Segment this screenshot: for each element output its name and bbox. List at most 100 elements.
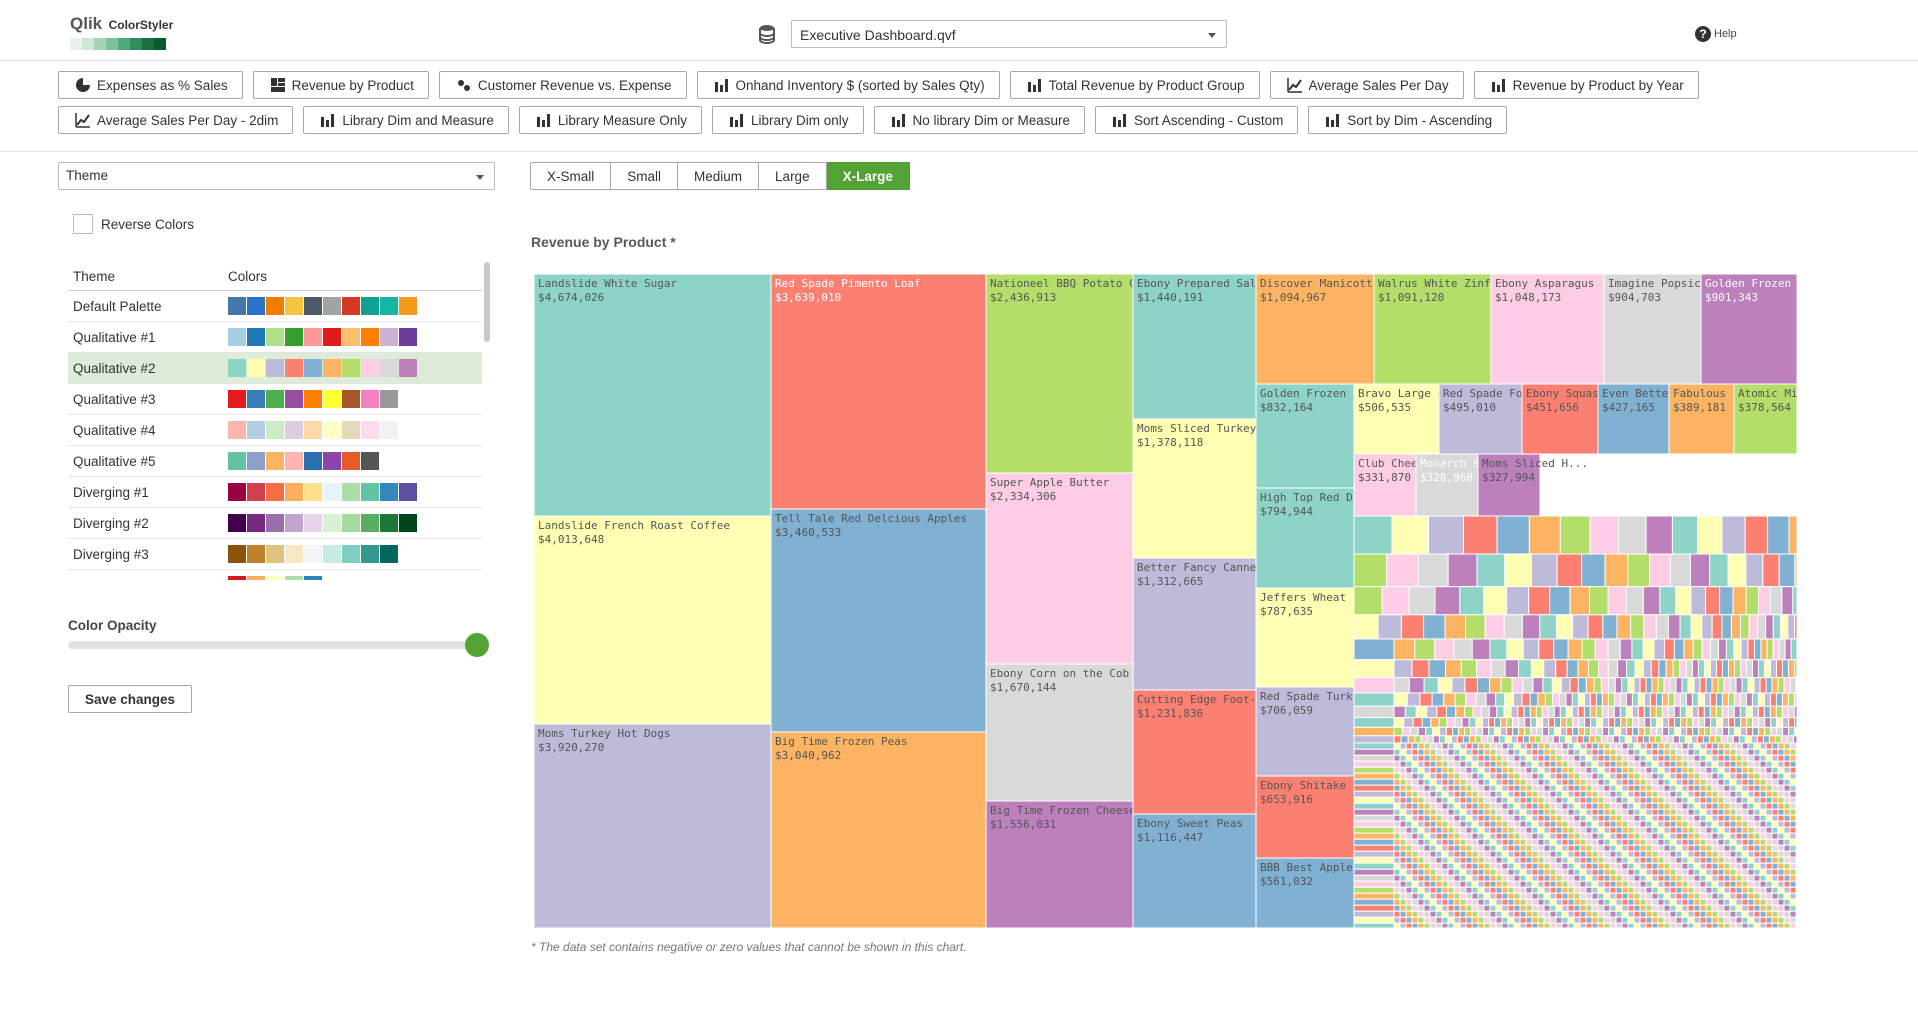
treemap-cell[interactable] [1417, 874, 1425, 882]
treemap-cell[interactable] [1513, 832, 1521, 840]
treemap-cell[interactable] [1777, 904, 1785, 912]
treemap-cell[interactable] [1513, 886, 1521, 894]
treemap-cell[interactable] [1405, 862, 1413, 870]
treemap-cell[interactable] [1632, 726, 1640, 737]
treemap-cell[interactable] [1597, 748, 1605, 756]
treemap-cell[interactable] [1554, 717, 1562, 728]
treemap-cell[interactable] [1495, 814, 1503, 822]
treemap-cell[interactable] [1501, 754, 1509, 762]
treemap-cell[interactable] [1597, 862, 1605, 870]
treemap-cell[interactable] [1513, 820, 1521, 828]
treemap-cell[interactable] [1783, 886, 1791, 894]
treemap-cell[interactable] [1651, 898, 1659, 906]
treemap-cell[interactable] [1733, 692, 1741, 707]
treemap-cell[interactable] [1453, 760, 1461, 768]
treemap-cell[interactable] [1501, 850, 1509, 858]
treemap-cell[interactable] [1411, 892, 1419, 900]
treemap-cell[interactable] [1504, 692, 1515, 707]
treemap-cell[interactable] [1723, 916, 1731, 924]
treemap-cell[interactable] [1624, 735, 1632, 744]
treemap-cell[interactable] [1441, 862, 1449, 870]
treemap-cell[interactable] [1399, 868, 1407, 876]
treemap-cell[interactable] [1723, 898, 1731, 906]
treemap-cell[interactable] [1675, 862, 1683, 870]
treemap-cell[interactable] [1607, 692, 1615, 707]
treemap-cell[interactable] [1669, 677, 1677, 694]
treemap-cell[interactable] [1573, 880, 1581, 888]
treemap-cell[interactable] [1483, 742, 1491, 750]
treemap-cell[interactable] [1759, 742, 1767, 750]
treemap-cell[interactable] [1783, 802, 1791, 810]
treemap-cell[interactable] [1789, 796, 1797, 804]
treemap-cell[interactable] [1471, 778, 1479, 786]
treemap-cell[interactable] [1741, 874, 1749, 882]
treemap-cell[interactable] [1429, 778, 1437, 786]
treemap-cell[interactable] [1651, 802, 1659, 810]
treemap-cell[interactable] [1477, 742, 1485, 750]
treemap-cell[interactable] [1517, 705, 1525, 719]
treemap-cell[interactable] [1435, 796, 1443, 804]
treemap-cell[interactable] [1423, 826, 1431, 834]
treemap-cell[interactable] [1687, 904, 1695, 912]
treemap-cell[interactable] [1471, 796, 1479, 804]
treemap-cell[interactable] [1255, 587, 1355, 688]
treemap-cell[interactable] [1567, 904, 1575, 912]
treemap-cell[interactable] [1678, 735, 1686, 744]
treemap-cell[interactable] [1609, 772, 1617, 780]
treemap-cell[interactable] [1711, 808, 1719, 816]
treemap-cell[interactable] [1649, 705, 1657, 719]
treemap-cell[interactable] [1489, 886, 1497, 894]
treemap-cell[interactable] [1663, 814, 1671, 822]
treemap-cell[interactable] [1783, 796, 1791, 804]
treemap-cell[interactable] [1483, 844, 1491, 852]
treemap-cell[interactable] [1633, 862, 1641, 870]
treemap-cell[interactable] [1536, 726, 1544, 737]
treemap-cell[interactable] [1549, 760, 1557, 768]
treemap-cell[interactable] [1417, 553, 1449, 588]
treemap-cell[interactable] [1723, 892, 1731, 900]
treemap-cell[interactable] [1521, 383, 1599, 455]
treemap-cell[interactable] [1399, 790, 1407, 798]
treemap-cell[interactable] [770, 274, 987, 510]
treemap-cell[interactable] [1764, 726, 1772, 737]
treemap-cell[interactable] [1669, 778, 1677, 786]
treemap-cell[interactable] [1729, 838, 1737, 846]
treemap-cell[interactable] [1757, 586, 1771, 616]
treemap-cell[interactable] [1558, 692, 1567, 707]
treemap-cell[interactable] [1663, 772, 1671, 780]
treemap-cell[interactable] [1649, 553, 1671, 588]
treemap-cell[interactable] [1765, 796, 1773, 804]
treemap-cell[interactable] [1705, 832, 1713, 840]
treemap-cell[interactable] [1423, 856, 1431, 864]
treemap-cell[interactable] [1669, 766, 1677, 774]
treemap-cell[interactable] [1537, 814, 1545, 822]
treemap-cell[interactable] [1549, 916, 1557, 924]
treemap-cell[interactable] [1765, 850, 1773, 858]
treemap-cell[interactable] [1459, 838, 1467, 846]
treemap-cell[interactable] [1447, 766, 1455, 774]
treemap-cell[interactable] [1429, 766, 1437, 774]
treemap-cell[interactable] [1471, 826, 1479, 834]
treemap-cell[interactable] [1417, 832, 1425, 840]
treemap-cell[interactable] [1423, 820, 1431, 828]
treemap-cell[interactable] [1513, 892, 1521, 900]
treemap-cell[interactable] [1759, 892, 1767, 900]
treemap-cell[interactable] [1789, 886, 1797, 894]
treemap-cell[interactable] [1519, 760, 1527, 768]
treemap-cell[interactable] [1693, 754, 1701, 762]
treemap-cell[interactable] [1585, 856, 1593, 864]
treemap-cell[interactable] [1603, 274, 1702, 385]
treemap-cell[interactable] [1579, 742, 1587, 750]
treemap-cell[interactable] [1723, 760, 1731, 768]
treemap-cell[interactable] [1687, 844, 1695, 852]
treemap-cell[interactable] [1555, 742, 1563, 750]
treemap-cell[interactable] [1753, 820, 1761, 828]
treemap-cell[interactable] [1464, 726, 1472, 737]
treemap-cell[interactable] [1537, 802, 1545, 810]
treemap-cell[interactable] [1633, 772, 1641, 780]
treemap-cell[interactable] [1459, 856, 1467, 864]
treemap-cell[interactable] [1405, 838, 1413, 846]
treemap-cell[interactable] [1747, 814, 1755, 822]
treemap-cell[interactable] [1507, 832, 1515, 840]
treemap-cell[interactable] [1535, 705, 1543, 719]
